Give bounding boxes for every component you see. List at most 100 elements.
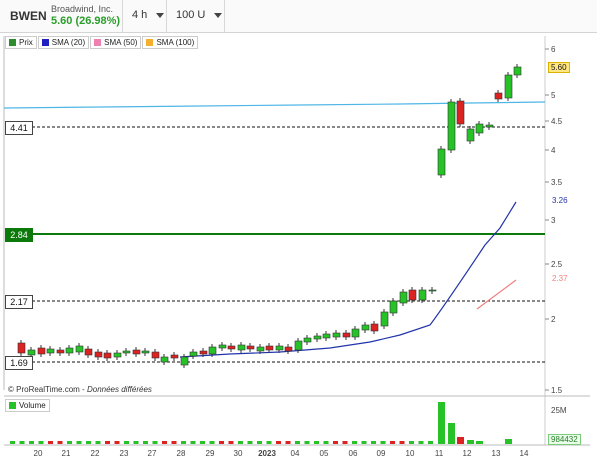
candle xyxy=(418,289,427,301)
candle xyxy=(103,352,112,359)
axis-label: 2 xyxy=(551,315,556,324)
volume-bar xyxy=(86,441,91,444)
candle xyxy=(27,349,36,356)
x-axis-label: 10 xyxy=(405,449,415,458)
volume-bar xyxy=(48,441,53,444)
x-axis-label: 11 xyxy=(434,449,444,458)
volume-bar xyxy=(295,441,300,444)
candle xyxy=(475,123,484,134)
volume-bar xyxy=(200,441,205,444)
volume-bar xyxy=(76,441,82,444)
candle xyxy=(342,332,351,338)
price-level-441[interactable]: 4.41 xyxy=(5,121,33,135)
volume-bar xyxy=(10,441,15,444)
candle xyxy=(399,291,408,304)
sma50-swatch-icon xyxy=(94,39,102,46)
volume-bar xyxy=(285,441,291,444)
volume-bar xyxy=(38,441,44,444)
price-level-284[interactable]: 2.84 xyxy=(5,228,33,242)
legend-item-price[interactable]: Prix xyxy=(5,36,37,49)
last-price-tag: 5.60 xyxy=(548,62,570,73)
x-axis-label: 23 xyxy=(119,449,129,458)
volume-bar xyxy=(171,441,177,444)
candle xyxy=(65,347,74,354)
volume-bar xyxy=(399,441,405,444)
candle xyxy=(370,323,379,332)
candle xyxy=(284,346,293,352)
volume-bar xyxy=(438,402,445,444)
volume-bar xyxy=(238,441,243,444)
symbol-label[interactable]: BWEN xyxy=(10,9,47,23)
x-axis-label: 28 xyxy=(176,449,186,458)
volume-bar xyxy=(228,441,234,444)
volume-bar xyxy=(266,441,272,444)
units-label: 100 U xyxy=(176,9,206,21)
sma20-swatch-icon xyxy=(41,39,49,46)
candle xyxy=(37,347,46,355)
volume-bar xyxy=(390,441,395,444)
volume-bar xyxy=(152,441,158,444)
candle xyxy=(361,324,370,331)
x-axis-label: 09 xyxy=(376,449,386,458)
price-level-169[interactable]: 1.69 xyxy=(5,356,33,370)
sma20-line xyxy=(179,201,517,358)
legend-item-sma20[interactable]: SMA (20) xyxy=(37,36,90,49)
legend-item-sma50[interactable]: SMA (50) xyxy=(90,36,142,49)
price-swatch-icon xyxy=(9,39,16,46)
x-axis-label: 05 xyxy=(319,449,329,458)
sma50-line xyxy=(476,279,517,310)
volume-bar xyxy=(418,441,424,444)
candle xyxy=(313,335,322,340)
x-axis-label: 04 xyxy=(290,449,300,458)
volume-bar xyxy=(428,441,433,444)
legend-item-sma100[interactable]: SMA (100) xyxy=(142,36,199,49)
axis-label: 4 xyxy=(551,146,556,155)
candles-layer xyxy=(17,64,522,368)
volume-bar xyxy=(380,441,386,444)
volume-bar xyxy=(371,441,376,444)
volume-bar xyxy=(323,441,329,444)
volume-bar xyxy=(67,441,72,444)
candle xyxy=(189,351,198,357)
copyright-text: © ProRealTime.com - Données différées xyxy=(8,385,152,394)
candle xyxy=(237,344,246,351)
volume-bar xyxy=(143,441,148,444)
candle xyxy=(265,345,274,351)
sma20-value-tag: 3.26 xyxy=(552,196,568,205)
volume-bar xyxy=(467,440,474,444)
candle xyxy=(180,356,189,366)
volume-bar xyxy=(114,441,120,444)
volume-bar xyxy=(505,439,512,444)
candle xyxy=(94,351,103,358)
volume-bar xyxy=(333,441,338,444)
x-axis-label: 29 xyxy=(205,449,215,458)
candle xyxy=(275,345,284,351)
volume-legend[interactable]: Volume xyxy=(5,399,50,412)
volume-bar xyxy=(448,423,455,444)
candle xyxy=(456,100,465,125)
axis-label: 1.5 xyxy=(551,386,563,395)
volume-bar xyxy=(257,441,262,444)
volume-bar xyxy=(95,441,101,444)
candle xyxy=(494,92,503,100)
toolbar-divider xyxy=(122,0,123,32)
price-level-217[interactable]: 2.17 xyxy=(5,295,33,309)
volume-axis-label: 25M xyxy=(551,406,567,415)
indicator-legend: Prix SMA (20) SMA (50) SMA (100) xyxy=(5,36,199,49)
volume-bar xyxy=(361,441,367,444)
volume-bar xyxy=(314,441,319,444)
candle xyxy=(160,356,169,363)
interval-dropdown[interactable]: 4 h xyxy=(132,9,165,21)
volume-bar xyxy=(457,437,464,444)
candle xyxy=(485,124,494,128)
candle xyxy=(170,354,179,359)
company-name: Broadwind, Inc. xyxy=(51,4,114,14)
candle xyxy=(294,340,303,351)
volume-bar xyxy=(181,441,186,444)
candle xyxy=(246,345,255,350)
candle xyxy=(256,346,265,352)
candle xyxy=(380,311,389,327)
units-dropdown[interactable]: 100 U xyxy=(176,9,223,21)
candle xyxy=(46,348,55,354)
